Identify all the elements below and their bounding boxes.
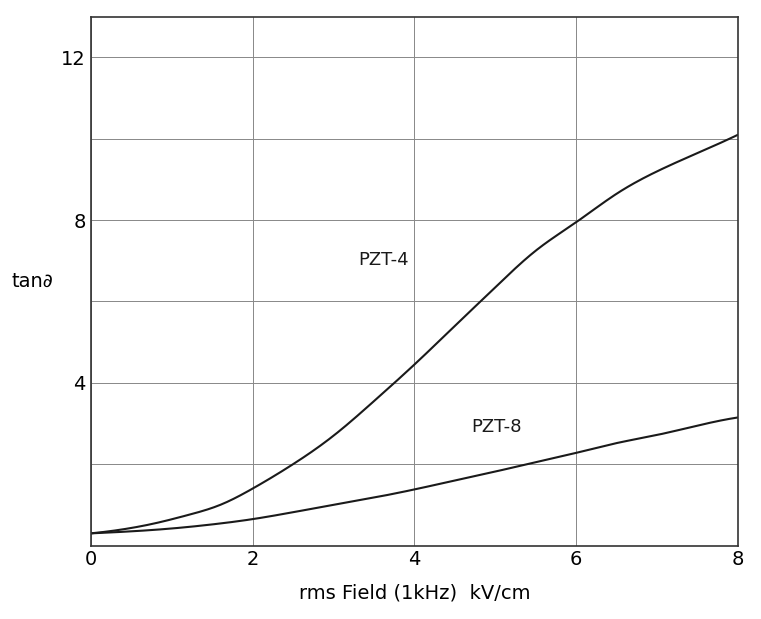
Y-axis label: tan∂: tan∂ — [11, 272, 53, 291]
X-axis label: rms Field (1kHz)  kV/cm: rms Field (1kHz) kV/cm — [298, 583, 530, 602]
Text: PZT-4: PZT-4 — [358, 251, 409, 269]
Text: PZT-8: PZT-8 — [471, 418, 521, 436]
